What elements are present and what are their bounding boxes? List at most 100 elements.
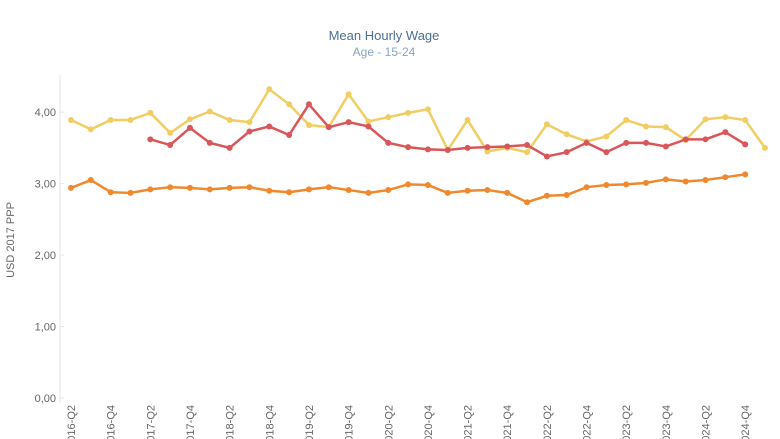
x-tick-label: 2020-Q2: [383, 405, 395, 439]
x-tick-label: 2022-Q2: [542, 405, 554, 439]
x-tick-label: 2019-Q4: [344, 405, 356, 439]
data-point: [524, 199, 531, 206]
x-tick-label: 2018-Q2: [225, 405, 237, 439]
data-point: [305, 186, 312, 193]
y-tick-label: 4,00: [35, 107, 56, 119]
data-point: [742, 141, 749, 148]
data-point: [405, 181, 412, 188]
data-point: [484, 187, 491, 194]
data-point: [385, 187, 392, 194]
data-point: [167, 142, 174, 149]
data-point: [563, 149, 570, 156]
data-point: [722, 129, 729, 136]
data-point: [464, 117, 471, 124]
data-point: [266, 187, 273, 194]
data-point: [385, 139, 392, 146]
x-tick-label: 2022-Q4: [582, 405, 594, 439]
data-point: [504, 143, 511, 150]
data-point: [742, 117, 749, 124]
data-point: [305, 122, 312, 129]
x-tick-label: 2024-Q2: [701, 405, 713, 439]
x-tick-label: 2023-Q4: [661, 405, 673, 439]
chart-title: Mean Hourly Wage: [329, 28, 440, 43]
data-point: [286, 189, 293, 196]
data-point: [543, 192, 550, 199]
data-point: [524, 142, 531, 149]
data-point: [405, 144, 412, 151]
data-point: [543, 153, 550, 160]
data-point: [266, 123, 273, 130]
data-point: [147, 186, 154, 193]
x-tick-label: 2021-Q4: [502, 405, 514, 439]
data-point: [722, 114, 729, 121]
data-point: [643, 139, 650, 146]
data-point: [246, 128, 253, 135]
data-point: [702, 136, 709, 143]
data-point: [662, 143, 669, 150]
data-point: [107, 117, 114, 124]
data-point: [742, 171, 749, 178]
data-point: [365, 118, 372, 125]
x-tick-label: 2016-Q4: [106, 405, 118, 439]
data-point: [365, 123, 372, 130]
data-point: [345, 187, 352, 194]
data-point: [345, 91, 352, 98]
data-point: [186, 124, 193, 131]
data-point: [345, 119, 352, 126]
x-tick-label: 2017-Q4: [185, 405, 197, 439]
data-point: [623, 139, 630, 146]
y-axis-label: USD 2017 PPP: [5, 202, 17, 278]
data-point: [762, 144, 768, 151]
data-point: [68, 184, 74, 191]
data-point: [583, 184, 590, 191]
data-point: [226, 184, 233, 191]
series-line: [70, 87, 767, 154]
x-tick-label: 2016-Q2: [66, 405, 78, 439]
data-point: [484, 148, 491, 155]
chart-subtitle: Age - 15-24: [353, 45, 416, 59]
data-point: [286, 132, 293, 139]
data-point: [325, 124, 332, 131]
data-point: [643, 179, 650, 186]
data-point: [365, 189, 372, 196]
data-point: [623, 117, 630, 124]
data-point: [702, 116, 709, 123]
data-point: [543, 121, 550, 128]
data-point: [286, 101, 293, 108]
x-tick-label: 2019-Q2: [304, 405, 316, 439]
data-point: [643, 123, 650, 130]
data-point: [603, 133, 610, 140]
data-point: [623, 181, 630, 188]
y-tick-label: 2,00: [35, 250, 56, 262]
data-point: [87, 177, 94, 184]
data-point: [424, 182, 431, 189]
data-point: [147, 109, 154, 116]
data-point: [206, 186, 213, 193]
data-point: [464, 187, 471, 194]
data-point: [167, 129, 174, 136]
data-point: [662, 124, 669, 131]
data-point: [563, 131, 570, 138]
data-point: [206, 139, 213, 146]
data-point: [266, 86, 273, 93]
data-point: [87, 126, 94, 133]
data-point: [603, 149, 610, 156]
data-point: [504, 189, 511, 196]
x-tick-label: 2017-Q2: [145, 405, 157, 439]
x-tick-label: 2024-Q4: [740, 405, 752, 439]
y-tick-label: 0,00: [35, 393, 56, 405]
data-point: [246, 184, 253, 191]
data-point: [226, 144, 233, 151]
data-point: [305, 101, 312, 108]
data-point: [405, 109, 412, 116]
data-point: [524, 149, 531, 156]
data-point: [107, 189, 114, 196]
data-point: [246, 119, 253, 126]
x-tick-label: 2020-Q4: [423, 405, 435, 439]
data-point: [147, 136, 154, 143]
data-point: [583, 139, 590, 146]
data-point: [127, 117, 134, 124]
data-point: [603, 182, 610, 189]
data-point: [444, 147, 451, 154]
